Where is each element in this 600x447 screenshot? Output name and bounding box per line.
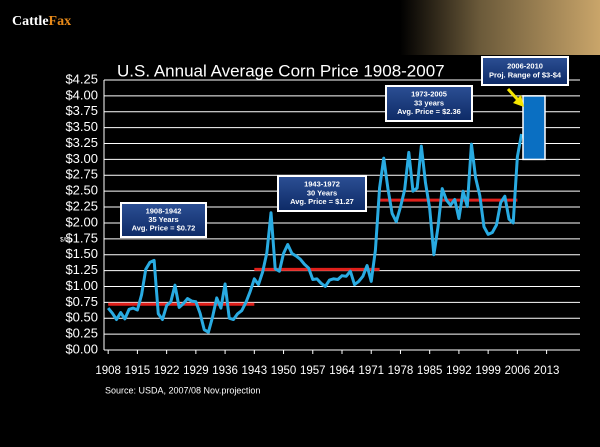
- y-tick-label: $1.75: [65, 230, 98, 245]
- y-tick-label: $1.00: [65, 278, 98, 293]
- y-tick-label: $4.25: [65, 71, 98, 86]
- x-tick-label: 2013: [534, 365, 560, 377]
- y-tick-label: $2.25: [65, 198, 98, 213]
- y-tick-label: $2.50: [65, 183, 98, 198]
- logo: CattleFax: [12, 14, 71, 29]
- header-image: [400, 0, 600, 55]
- annotation-text: Avg. Price = $1.27: [290, 197, 354, 206]
- annotation-text: 1973-2005: [411, 90, 447, 99]
- x-tick-label: 1978: [388, 365, 414, 377]
- y-tick-label: $0.75: [65, 294, 98, 309]
- y-tick-label: $3.50: [65, 119, 98, 134]
- source: Source: USDA, 2007/08 Nov.projection: [105, 385, 260, 395]
- annotation-text: Proj. Range of $3-$4: [489, 71, 562, 80]
- projection-box: [523, 96, 545, 160]
- x-tick-label: 1985: [417, 365, 443, 377]
- annotation-text: Avg. Price = $2.36: [397, 107, 461, 116]
- y-tick-label: $3.00: [65, 151, 98, 166]
- x-tick-label: 1999: [475, 365, 501, 377]
- y-tick-label: $0.25: [65, 326, 98, 341]
- annotation-text: 30 Years: [307, 188, 337, 197]
- logo-part: Cattle: [12, 14, 49, 29]
- x-tick-label: 1950: [271, 365, 297, 377]
- x-tick-label: 1992: [446, 365, 472, 377]
- x-tick-label: 1971: [358, 365, 384, 377]
- x-tick-label: 1922: [154, 365, 180, 377]
- y-tick-label: $3.75: [65, 103, 98, 118]
- logo-part: Fax: [49, 14, 72, 29]
- x-tick-label: 1929: [183, 365, 209, 377]
- y-tick-label: $3.25: [65, 135, 98, 150]
- slide: CattleFax U.S. Annual Average Corn Price…: [0, 0, 600, 447]
- y-tick-label: $2.75: [65, 167, 98, 182]
- x-tick-label: 1936: [212, 365, 238, 377]
- x-tick-label: 1957: [300, 365, 326, 377]
- annotation-text: 1943-1972: [304, 180, 340, 189]
- y-tick-label: $1.25: [65, 262, 98, 277]
- annotation-text: Avg. Price = $0.72: [132, 223, 196, 232]
- x-tick-label: 1915: [125, 365, 151, 377]
- x-tick-label: 1964: [329, 365, 355, 377]
- y-tick-label: $1.50: [65, 246, 98, 261]
- y-tick-label: $0.50: [65, 310, 98, 325]
- x-tick-label: 1908: [95, 365, 121, 377]
- x-tick-label: 1943: [242, 365, 268, 377]
- y-tick-label: $4.00: [65, 87, 98, 102]
- chart-title: U.S. Annual Average Corn Price 1908-2007: [117, 61, 445, 80]
- y-tick-label: $2.00: [65, 214, 98, 229]
- annotation-text: 33 years: [414, 98, 444, 107]
- arrow: [508, 89, 518, 100]
- x-tick-label: 2006: [505, 365, 531, 377]
- y-tick-label: $0.00: [65, 341, 98, 356]
- annotation-text: 2006-2010: [507, 61, 543, 70]
